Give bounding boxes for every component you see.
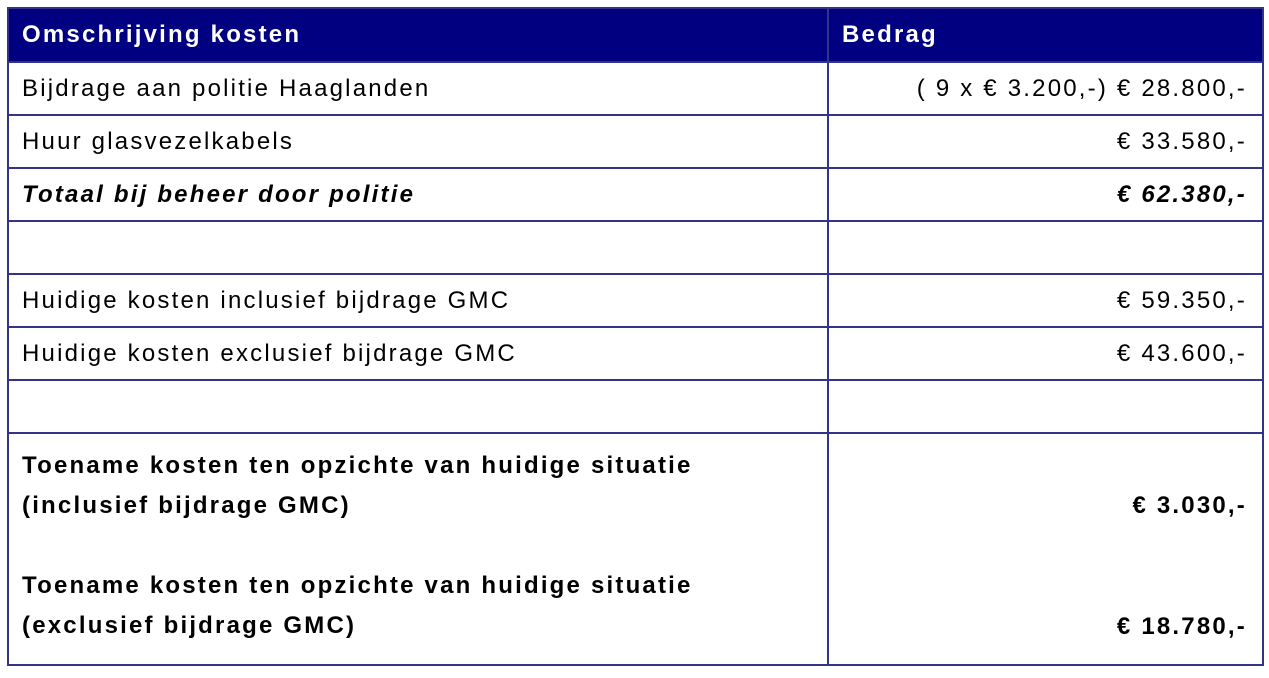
empty-row [7, 379, 1264, 434]
row-label [7, 379, 829, 434]
row-amount: € 43.600,- [827, 326, 1264, 381]
row-label [7, 220, 829, 275]
header-description: Omschrijving kosten [7, 7, 829, 63]
total-row: Totaal bij beheer door politie € 62.380,… [7, 167, 1264, 222]
summary-excl-line1: Toename kosten ten opzichte van huidige … [22, 572, 693, 599]
summary-excl-amount: € 18.780,- [1116, 613, 1247, 640]
row-label: Bijdrage aan politie Haaglanden [7, 61, 829, 116]
summary-incl-amount: € 3.030,- [1132, 492, 1247, 519]
cost-table: Omschrijving kosten Bedrag Bijdrage aan … [7, 7, 1264, 666]
empty-row [7, 220, 1264, 275]
header-row: Omschrijving kosten Bedrag [7, 7, 1264, 63]
table-row: Bijdrage aan politie Haaglanden ( 9 x € … [7, 61, 1264, 116]
row-amount: € 33.580,- [827, 114, 1264, 169]
summary-excl-line2: (exclusief bijdrage GMC) [22, 612, 357, 639]
row-amount [827, 220, 1264, 275]
row-amount: ( 9 x € 3.200,-) € 28.800,- [827, 61, 1264, 116]
row-label: Huur glasvezelkabels [7, 114, 829, 169]
table-row: Huidige kosten inclusief bijdrage GMC € … [7, 273, 1264, 328]
row-label: Huidige kosten exclusief bijdrage GMC [7, 326, 829, 381]
summary-labels: Toename kosten ten opzichte van huidige … [7, 432, 829, 666]
row-amount [827, 379, 1264, 434]
row-label: Totaal bij beheer door politie [7, 167, 829, 222]
summary-row: Toename kosten ten opzichte van huidige … [7, 432, 1264, 666]
table-row: Huur glasvezelkabels € 33.580,- [7, 114, 1264, 169]
header-amount: Bedrag [827, 7, 1264, 63]
table-row: Huidige kosten exclusief bijdrage GMC € … [7, 326, 1264, 381]
row-amount: € 59.350,- [827, 273, 1264, 328]
summary-incl-line1: Toename kosten ten opzichte van huidige … [22, 452, 693, 479]
summary-amounts: € 3.030,- € 18.780,- [827, 432, 1264, 666]
row-label: Huidige kosten inclusief bijdrage GMC [7, 273, 829, 328]
row-amount: € 62.380,- [827, 167, 1264, 222]
summary-incl-line2: (inclusief bijdrage GMC) [22, 492, 351, 519]
